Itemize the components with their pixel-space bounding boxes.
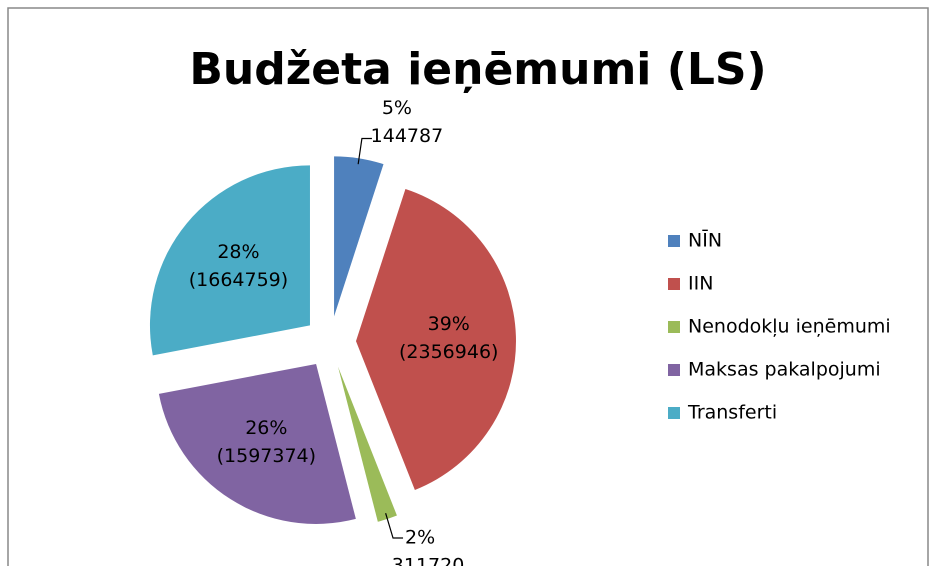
leader-line (357, 137, 372, 165)
data-label: 5% (382, 97, 412, 119)
legend-swatch (668, 278, 680, 290)
data-label: 39% (428, 313, 470, 335)
pie-slice (338, 366, 397, 522)
data-label: (2356946) (399, 341, 498, 363)
data-label: 2% (405, 527, 435, 549)
legend-swatch (668, 407, 680, 419)
data-label: 144787 (371, 125, 444, 147)
leader-line (385, 513, 404, 539)
legend-label: Transferti (687, 402, 777, 424)
legend-swatch (668, 235, 680, 247)
legend-label: NĪN (688, 228, 722, 252)
legend-label: Nenodokļu ieņēmumi (688, 316, 891, 338)
legend-swatch (668, 321, 680, 333)
pie-slice (158, 363, 356, 524)
legend-swatch (668, 364, 680, 376)
data-label: 26% (245, 417, 287, 439)
data-label: (1597374) (217, 445, 316, 467)
pie-slice (355, 189, 516, 490)
chart-title: Budžeta ieņēmumi (LS) (189, 44, 766, 95)
legend-label: Maksas pakalpojumi (688, 359, 881, 381)
data-label: 28% (217, 241, 259, 263)
legend-label: IIN (688, 273, 713, 295)
pie-slice (149, 165, 310, 356)
data-label: (1664759) (189, 269, 288, 291)
pie-slice (334, 156, 384, 317)
data-label: 311720 (392, 555, 465, 566)
